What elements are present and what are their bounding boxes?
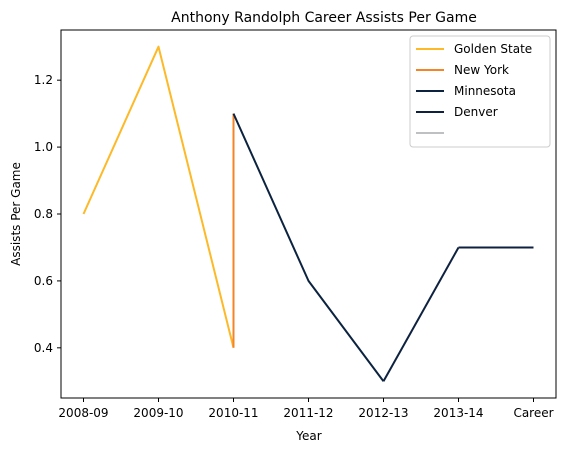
series-lines (82, 45, 534, 382)
x-tick-label: 2009-10 (133, 406, 183, 420)
y-tick-label: 0.4 (34, 341, 53, 355)
y-axis: 0.4 0.6 0.8 1.0 1.2 (34, 73, 61, 355)
legend-frame (409, 35, 551, 148)
chart-title: Anthony Randolph Career Assists Per Game (171, 10, 477, 26)
x-tick-label: 2008-09 (58, 406, 108, 420)
legend-label: Minnesota (454, 84, 516, 98)
legend: Golden State New York Minnesota Denver (409, 35, 551, 148)
series-line-golden-state (82, 45, 235, 349)
legend-label: Golden State (454, 42, 532, 56)
x-tick-label: 2012-13 (358, 406, 408, 420)
y-tick-label: 1.0 (34, 140, 53, 154)
x-axis: 2008-09 2009-10 2010-11 2011-12 2012-13 2013-… (58, 398, 554, 420)
legend-label: Denver (454, 105, 498, 119)
series-line-minnesota (232, 113, 385, 382)
legend-label: New York (454, 63, 509, 77)
x-tick-label: Career (513, 406, 553, 420)
x-tick-label: 2010-11 (208, 406, 258, 420)
y-tick-label: 0.6 (34, 274, 53, 288)
y-axis-label: Assists Per Game (9, 162, 23, 266)
x-tick-label: 2011-12 (283, 406, 333, 420)
x-tick-label: 2013-14 (433, 406, 483, 420)
y-tick-label: 0.8 (34, 207, 53, 221)
y-tick-label: 1.2 (34, 73, 53, 87)
series-line-denver (382, 247, 460, 382)
x-axis-label: Year (295, 429, 321, 443)
